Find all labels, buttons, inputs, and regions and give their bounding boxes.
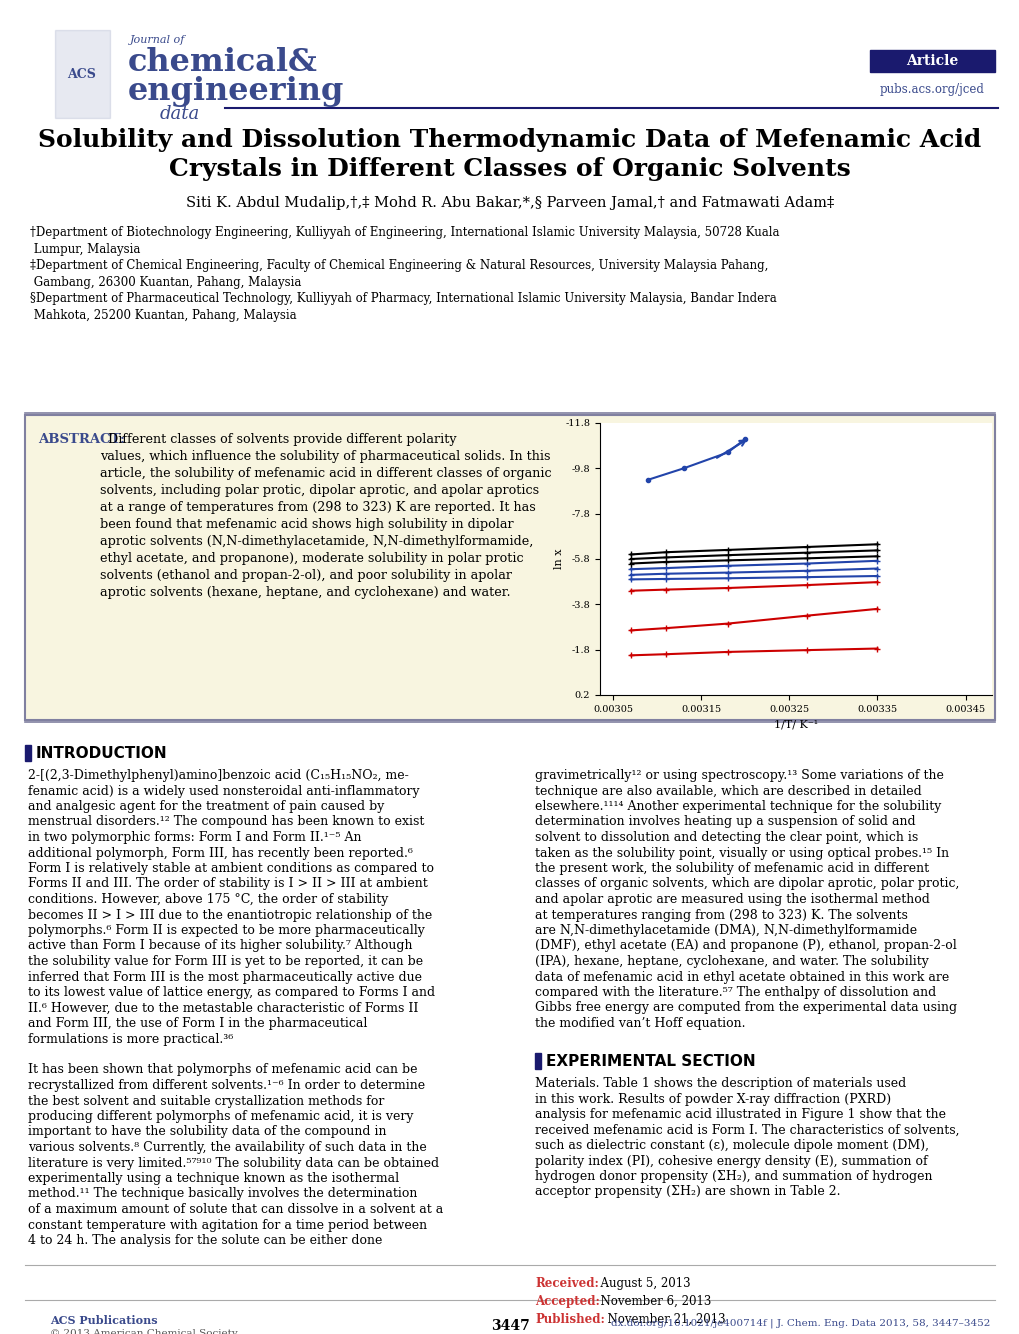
Text: in this work. Results of powder X-ray diffraction (PXRD): in this work. Results of powder X-ray di… — [535, 1093, 891, 1106]
Text: experimentally using a technique known as the isothermal: experimentally using a technique known a… — [28, 1173, 398, 1185]
Text: (DMF), ethyl acetate (EA) and propanone (P), ethanol, propan-2-ol: (DMF), ethyl acetate (EA) and propanone … — [535, 939, 956, 952]
Text: ABSTRACT:: ABSTRACT: — [38, 434, 125, 446]
Text: values, which influence the solubility of pharmaceutical solids. In this: values, which influence the solubility o… — [100, 450, 550, 463]
Y-axis label: ln x: ln x — [553, 548, 564, 570]
Text: acceptor propensity (ΣH₂) are shown in Table 2.: acceptor propensity (ΣH₂) are shown in T… — [535, 1186, 840, 1198]
Text: Different classes of solvents provide different polarity: Different classes of solvents provide di… — [100, 434, 457, 446]
Text: at a range of temperatures from (298 to 323) K are reported. It has: at a range of temperatures from (298 to … — [100, 502, 535, 514]
Bar — [25, 415, 994, 720]
Text: data: data — [160, 105, 200, 123]
Text: Siti K. Abdul Mudalip,†,‡ Mohd R. Abu Bakar,*,§ Parveen Jamal,† and Fatmawati Ad: Siti K. Abdul Mudalip,†,‡ Mohd R. Abu Ba… — [185, 196, 834, 209]
Text: solvents, including polar protic, dipolar aprotic, and apolar aprotics: solvents, including polar protic, dipola… — [100, 484, 539, 498]
Text: †Department of Biotechnology Engineering, Kulliyyah of Engineering, Internationa: †Department of Biotechnology Engineering… — [30, 225, 779, 256]
Text: aprotic solvents (N,N-dimethylacetamide, N,N-dimethylformamide,: aprotic solvents (N,N-dimethylacetamide,… — [100, 535, 533, 548]
Text: technique are also available, which are described in detailed: technique are also available, which are … — [535, 784, 921, 798]
Text: various solvents.⁸ Currently, the availability of such data in the: various solvents.⁸ Currently, the availa… — [28, 1141, 426, 1154]
Text: the modified van’t Hoff equation.: the modified van’t Hoff equation. — [535, 1017, 745, 1030]
Bar — [869, 49, 994, 72]
Text: important to have the solubility data of the compound in: important to have the solubility data of… — [28, 1126, 386, 1138]
Text: becomes II > I > III due to the enantiotropic relationship of the: becomes II > I > III due to the enantiot… — [28, 908, 432, 922]
Text: and Form III, the use of Form I in the pharmaceutical: and Form III, the use of Form I in the p… — [28, 1017, 367, 1030]
Bar — [55, 29, 110, 117]
Bar — [535, 1053, 540, 1069]
Text: taken as the solubility point, visually or using optical probes.¹⁵ In: taken as the solubility point, visually … — [535, 847, 949, 859]
Text: menstrual disorders.¹² The compound has been known to exist: menstrual disorders.¹² The compound has … — [28, 815, 424, 828]
Text: additional polymorph, Form III, has recently been reported.⁶: additional polymorph, Form III, has rece… — [28, 847, 413, 859]
Text: in two polymorphic forms: Form I and Form II.¹⁻⁵ An: in two polymorphic forms: Form I and For… — [28, 831, 361, 844]
Text: inferred that Form III is the most pharmaceutically active due: inferred that Form III is the most pharm… — [28, 971, 422, 983]
Text: II.⁶ However, due to the metastable characteristic of Forms II: II.⁶ However, due to the metastable char… — [28, 1002, 418, 1014]
Text: Materials. Table 1 shows the description of materials used: Materials. Table 1 shows the description… — [535, 1077, 905, 1090]
Text: © 2013 American Chemical Society: © 2013 American Chemical Society — [50, 1329, 237, 1334]
Text: Forms II and III. The order of stability is I > II > III at ambient: Forms II and III. The order of stability… — [28, 878, 427, 891]
Text: are N,N-dimethylacetamide (DMA), N,N-dimethylformamide: are N,N-dimethylacetamide (DMA), N,N-dim… — [535, 924, 916, 936]
Text: of a maximum amount of solute that can dissolve in a solvent at a: of a maximum amount of solute that can d… — [28, 1203, 443, 1217]
Text: determination involves heating up a suspension of solid and: determination involves heating up a susp… — [535, 815, 915, 828]
Text: and analgesic agent for the treatment of pain caused by: and analgesic agent for the treatment of… — [28, 800, 384, 812]
Text: ‡Department of Chemical Engineering, Faculty of Chemical Engineering & Natural R: ‡Department of Chemical Engineering, Fac… — [30, 259, 767, 289]
Text: Solubility and Dissolution Thermodynamic Data of Mefenamic Acid: Solubility and Dissolution Thermodynamic… — [39, 128, 980, 152]
Text: Form I is relatively stable at ambient conditions as compared to: Form I is relatively stable at ambient c… — [28, 862, 433, 875]
Text: Received:: Received: — [535, 1277, 598, 1290]
Text: polymorphs.⁶ Form II is expected to be more pharmaceutically: polymorphs.⁶ Form II is expected to be m… — [28, 924, 425, 936]
Text: August 5, 2013: August 5, 2013 — [592, 1277, 690, 1290]
Bar — [25, 744, 31, 760]
Text: active than Form I because of its higher solubility.⁷ Although: active than Form I because of its higher… — [28, 939, 412, 952]
Text: 3447: 3447 — [490, 1319, 529, 1333]
Text: aprotic solvents (hexane, heptane, and cyclohexane) and water.: aprotic solvents (hexane, heptane, and c… — [100, 586, 511, 599]
Text: to its lowest value of lattice energy, as compared to Forms I and: to its lowest value of lattice energy, a… — [28, 986, 435, 999]
Text: data of mefenamic acid in ethyl acetate obtained in this work are: data of mefenamic acid in ethyl acetate … — [535, 971, 949, 983]
Text: method.¹¹ The technique basically involves the determination: method.¹¹ The technique basically involv… — [28, 1187, 417, 1201]
Text: at temperatures ranging from (298 to 323) K. The solvents: at temperatures ranging from (298 to 323… — [535, 908, 907, 922]
Text: pubs.acs.org/jced: pubs.acs.org/jced — [878, 83, 983, 96]
Text: producing different polymorphs of mefenamic acid, it is very: producing different polymorphs of mefena… — [28, 1110, 413, 1123]
Text: elsewhere.¹¹¹⁴ Another experimental technique for the solubility: elsewhere.¹¹¹⁴ Another experimental tech… — [535, 800, 941, 812]
Text: been found that mefenamic acid shows high solubility in dipolar: been found that mefenamic acid shows hig… — [100, 518, 514, 531]
Text: compared with the literature.⁵⁷ The enthalpy of dissolution and: compared with the literature.⁵⁷ The enth… — [535, 986, 935, 999]
Text: gravimetrically¹² or using spectroscopy.¹³ Some variations of the: gravimetrically¹² or using spectroscopy.… — [535, 768, 943, 782]
Text: received mefenamic acid is Form I. The characteristics of solvents,: received mefenamic acid is Form I. The c… — [535, 1123, 959, 1137]
Text: Crystals in Different Classes of Organic Solvents: Crystals in Different Classes of Organic… — [169, 157, 850, 181]
Text: conditions. However, above 175 °C, the order of stability: conditions. However, above 175 °C, the o… — [28, 892, 388, 906]
Text: recrystallized from different solvents.¹⁻⁶ In order to determine: recrystallized from different solvents.¹… — [28, 1079, 425, 1093]
Text: November 6, 2013: November 6, 2013 — [592, 1295, 710, 1309]
Text: 2-[(2,3-Dimethylphenyl)amino]benzoic acid (C₁₅H₁₅NO₂, me-: 2-[(2,3-Dimethylphenyl)amino]benzoic aci… — [28, 768, 409, 782]
Text: and apolar aprotic are measured using the isothermal method: and apolar aprotic are measured using th… — [535, 892, 929, 906]
Text: fenamic acid) is a widely used nonsteroidal anti-inflammatory: fenamic acid) is a widely used nonsteroi… — [28, 784, 419, 798]
Text: constant temperature with agitation for a time period between: constant temperature with agitation for … — [28, 1218, 427, 1231]
Text: Gibbs free energy are computed from the experimental data using: Gibbs free energy are computed from the … — [535, 1002, 956, 1014]
Text: Accepted:: Accepted: — [535, 1295, 599, 1309]
Text: literature is very limited.⁵⁷⁹¹⁰ The solubility data can be obtained: literature is very limited.⁵⁷⁹¹⁰ The sol… — [28, 1157, 439, 1170]
Text: §Department of Pharmaceutical Technology, Kulliyyah of Pharmacy, International I: §Department of Pharmaceutical Technology… — [30, 292, 776, 321]
Text: solvents (ethanol and propan-2-ol), and poor solubility in apolar: solvents (ethanol and propan-2-ol), and … — [100, 570, 512, 582]
Text: the best solvent and suitable crystallization methods for: the best solvent and suitable crystalliz… — [28, 1094, 384, 1107]
Text: November 21, 2013: November 21, 2013 — [599, 1313, 725, 1326]
Text: hydrogen donor propensity (ΣH₂), and summation of hydrogen: hydrogen donor propensity (ΣH₂), and sum… — [535, 1170, 931, 1183]
Text: chemical&: chemical& — [127, 47, 318, 77]
Text: Journal of: Journal of — [129, 35, 185, 45]
Bar — [25, 415, 994, 720]
Text: 4 to 24 h. The analysis for the solute can be either done: 4 to 24 h. The analysis for the solute c… — [28, 1234, 382, 1247]
Text: ethyl acetate, and propanone), moderate solubility in polar protic: ethyl acetate, and propanone), moderate … — [100, 552, 523, 566]
Text: It has been shown that polymorphs of mefenamic acid can be: It has been shown that polymorphs of mef… — [28, 1063, 417, 1077]
Text: Article: Article — [905, 53, 957, 68]
Text: Published:: Published: — [535, 1313, 604, 1326]
Text: classes of organic solvents, which are dipolar aprotic, polar protic,: classes of organic solvents, which are d… — [535, 878, 959, 891]
Text: EXPERIMENTAL SECTION: EXPERIMENTAL SECTION — [545, 1054, 755, 1069]
Text: the present work, the solubility of mefenamic acid in different: the present work, the solubility of mefe… — [535, 862, 928, 875]
Text: the solubility value for Form III is yet to be reported, it can be: the solubility value for Form III is yet… — [28, 955, 423, 968]
X-axis label: 1/T/ K⁻¹: 1/T/ K⁻¹ — [773, 719, 817, 730]
Text: engineering: engineering — [127, 76, 344, 107]
Text: ACS Publications: ACS Publications — [50, 1315, 158, 1326]
Text: such as dielectric constant (ε), molecule dipole moment (DM),: such as dielectric constant (ε), molecul… — [535, 1139, 928, 1153]
Text: (IPA), hexane, heptane, cyclohexane, and water. The solubility: (IPA), hexane, heptane, cyclohexane, and… — [535, 955, 928, 968]
Text: polarity index (PI), cohesive energy density (E), summation of: polarity index (PI), cohesive energy den… — [535, 1154, 926, 1167]
Text: dx.doi.org/10.1021/je400714f | J. Chem. Eng. Data 2013, 58, 3447–3452: dx.doi.org/10.1021/je400714f | J. Chem. … — [610, 1319, 989, 1329]
Text: formulations is more practical.³⁶: formulations is more practical.³⁶ — [28, 1033, 233, 1046]
Text: ACS: ACS — [67, 68, 97, 80]
Text: article, the solubility of mefenamic acid in different classes of organic: article, the solubility of mefenamic aci… — [100, 467, 551, 480]
Text: INTRODUCTION: INTRODUCTION — [36, 746, 167, 760]
Text: analysis for mefenamic acid illustrated in Figure 1 show that the: analysis for mefenamic acid illustrated … — [535, 1109, 945, 1121]
Text: solvent to dissolution and detecting the clear point, which is: solvent to dissolution and detecting the… — [535, 831, 917, 844]
